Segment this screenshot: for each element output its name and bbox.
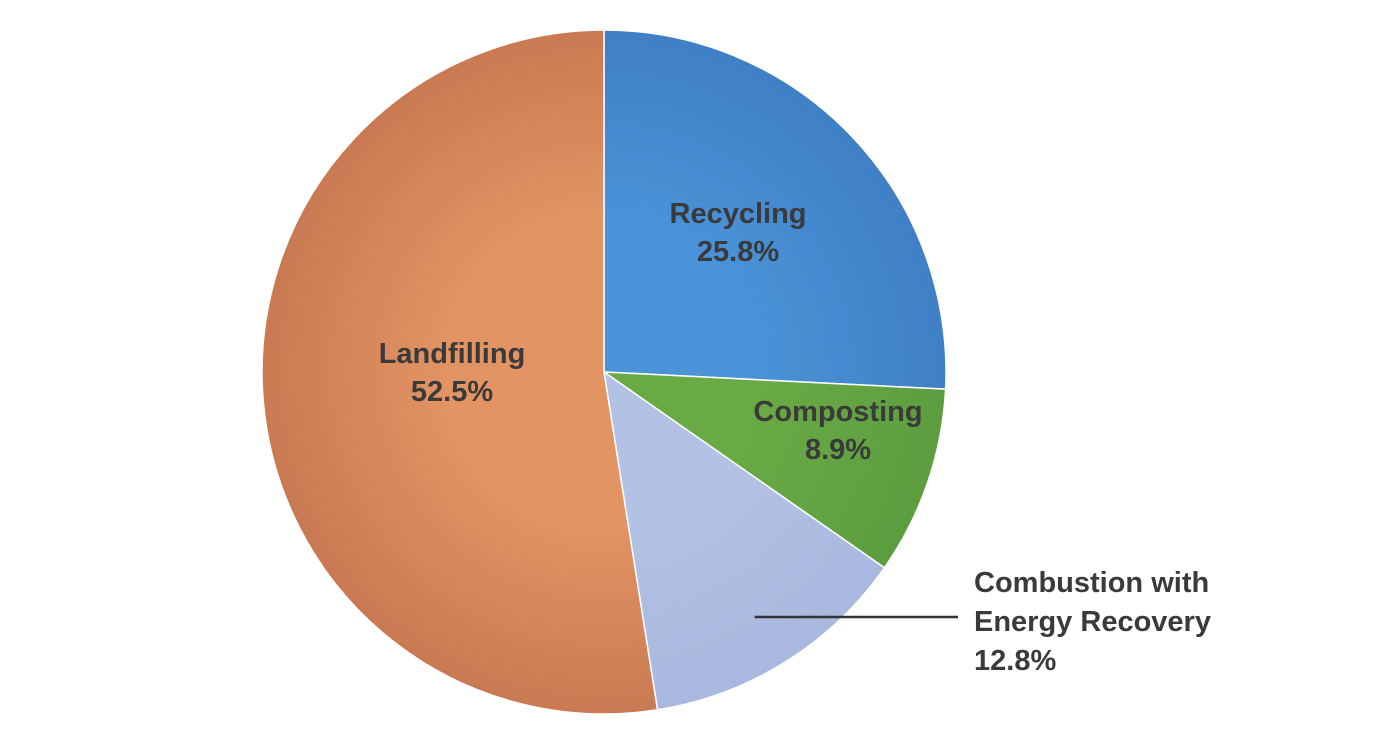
pie-slices (261, 29, 947, 715)
pie-slice-recycling (603, 29, 947, 390)
slice-label-combustion-with-energy-recovery: Combustion with Energy Recovery 12.8% (974, 567, 1211, 677)
pie-slice-combustion-with-energy-recovery (602, 370, 886, 711)
slice-label-recycling: Recycling 25.8% (670, 198, 807, 268)
slice-label-landfilling: Landfilling 52.5% (379, 338, 526, 408)
pie-slice-composting (601, 371, 947, 569)
slice-label-composting: Composting 8.9% (753, 396, 922, 466)
pie-slice-landfilling (261, 29, 659, 715)
pie-labels: Recycling 25.8% Composting 8.9% Combustion w… (379, 198, 1211, 677)
